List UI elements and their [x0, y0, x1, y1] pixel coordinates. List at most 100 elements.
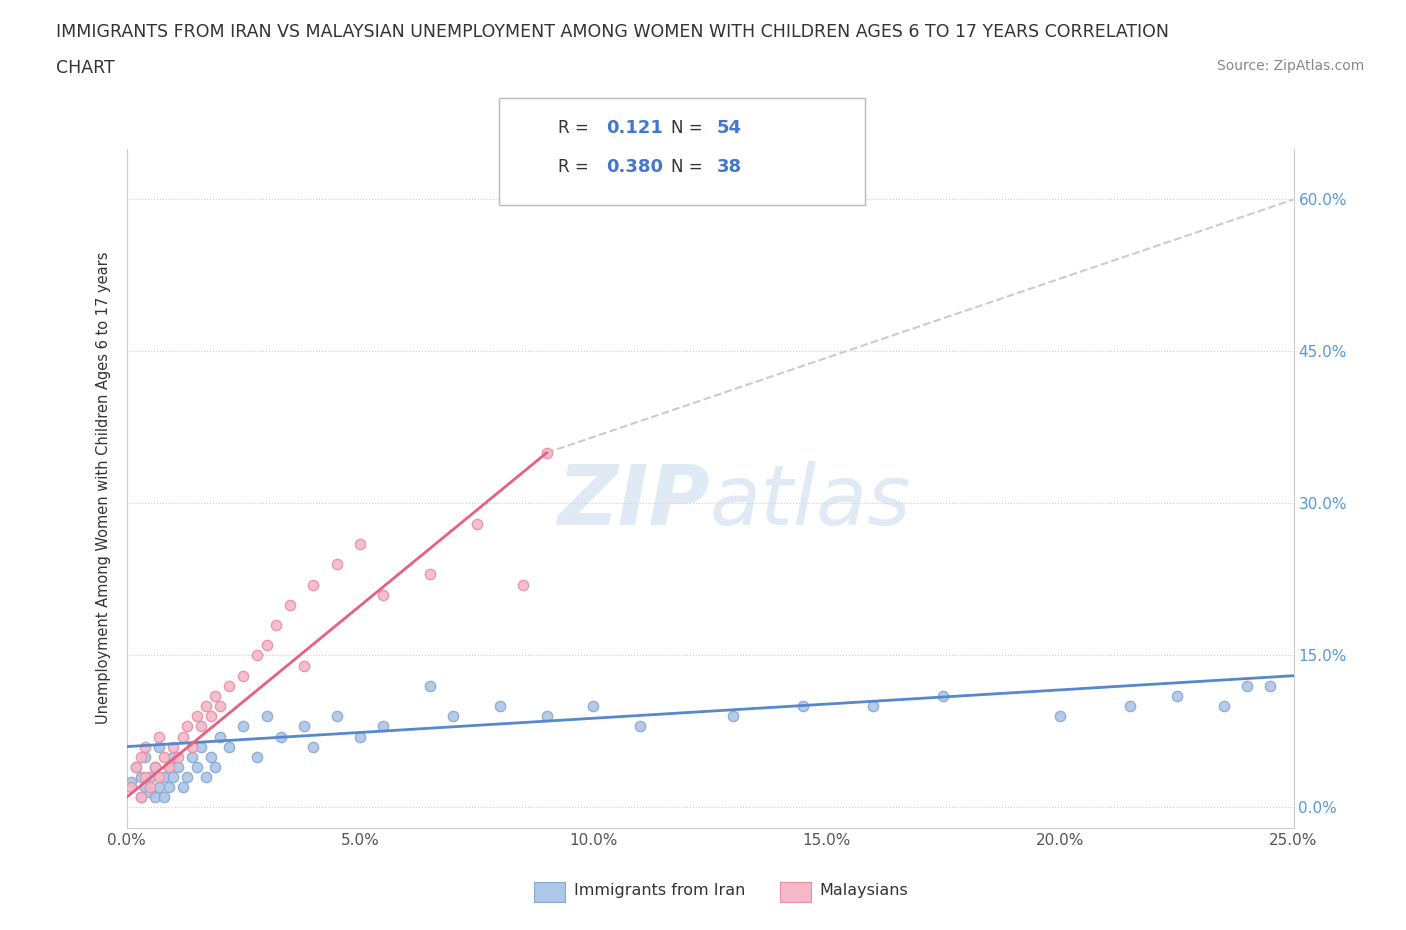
Point: [512, 578, 534, 592]
Point: [536, 445, 558, 460]
Point: [172, 779, 194, 794]
Point: [134, 750, 156, 764]
Point: [157, 779, 180, 794]
Point: [246, 750, 269, 764]
Point: [1166, 688, 1188, 703]
Point: [176, 719, 198, 734]
Point: [162, 739, 184, 754]
Point: [204, 688, 226, 703]
Point: [465, 516, 488, 531]
Point: [489, 698, 512, 713]
Point: [120, 775, 142, 790]
Point: [302, 739, 325, 754]
Point: [419, 567, 441, 582]
Point: [302, 578, 325, 592]
Point: [180, 739, 202, 754]
Point: [139, 785, 162, 800]
Point: [292, 658, 315, 673]
Point: [129, 790, 152, 804]
Y-axis label: Unemployment Among Women with Children Ages 6 to 17 years: Unemployment Among Women with Children A…: [96, 252, 111, 724]
Text: IMMIGRANTS FROM IRAN VS MALAYSIAN UNEMPLOYMENT AMONG WOMEN WITH CHILDREN AGES 6 : IMMIGRANTS FROM IRAN VS MALAYSIAN UNEMPL…: [56, 23, 1170, 41]
Point: [1119, 698, 1142, 713]
Point: [441, 709, 464, 724]
Point: [792, 698, 814, 713]
Point: [190, 739, 212, 754]
Point: [200, 709, 222, 724]
Point: [134, 770, 156, 785]
Point: [172, 729, 194, 744]
Point: [148, 770, 170, 785]
Text: Malaysians: Malaysians: [820, 884, 908, 898]
Point: [264, 618, 287, 632]
Text: CHART: CHART: [56, 59, 115, 76]
Point: [143, 790, 166, 804]
Point: [292, 719, 315, 734]
Text: 38: 38: [717, 158, 742, 177]
Point: [232, 669, 254, 684]
Point: [167, 760, 190, 775]
Point: [194, 698, 217, 713]
Point: [148, 739, 170, 754]
Point: [536, 709, 558, 724]
Point: [120, 779, 142, 794]
Point: [208, 729, 231, 744]
Point: [134, 779, 156, 794]
Point: [256, 709, 278, 724]
Point: [325, 709, 347, 724]
Point: [129, 770, 152, 785]
Point: [143, 760, 166, 775]
Text: Immigrants from Iran: Immigrants from Iran: [574, 884, 745, 898]
Point: [218, 739, 240, 754]
Text: atlas: atlas: [710, 461, 911, 542]
Text: ZIP: ZIP: [557, 461, 710, 542]
Point: [862, 698, 884, 713]
Point: [153, 750, 176, 764]
Text: Source: ZipAtlas.com: Source: ZipAtlas.com: [1216, 59, 1364, 73]
Point: [167, 750, 190, 764]
Point: [1258, 678, 1281, 693]
Point: [180, 750, 202, 764]
Point: [125, 760, 148, 775]
Point: [162, 750, 184, 764]
Point: [218, 678, 240, 693]
Text: R =: R =: [558, 119, 595, 138]
Point: [139, 779, 162, 794]
Point: [1049, 709, 1071, 724]
Point: [204, 760, 226, 775]
Point: [153, 790, 176, 804]
Point: [349, 729, 371, 744]
Point: [723, 709, 745, 724]
Point: [373, 587, 395, 602]
Point: [129, 750, 152, 764]
Point: [270, 729, 292, 744]
Text: N =: N =: [671, 158, 707, 177]
Point: [325, 557, 347, 572]
Point: [148, 729, 170, 744]
Point: [628, 719, 651, 734]
Point: [186, 709, 208, 724]
Point: [190, 719, 212, 734]
Text: 0.380: 0.380: [606, 158, 664, 177]
Point: [162, 770, 184, 785]
Point: [419, 678, 441, 693]
Point: [1236, 678, 1258, 693]
Point: [232, 719, 254, 734]
Point: [1212, 698, 1234, 713]
Point: [129, 790, 152, 804]
Point: [125, 760, 148, 775]
Point: [256, 638, 278, 653]
Text: N =: N =: [671, 119, 707, 138]
Point: [186, 760, 208, 775]
Point: [143, 760, 166, 775]
Point: [246, 648, 269, 663]
Point: [134, 739, 156, 754]
Point: [157, 760, 180, 775]
Point: [200, 750, 222, 764]
Point: [278, 597, 301, 612]
Point: [148, 779, 170, 794]
Point: [176, 770, 198, 785]
Text: 0.121: 0.121: [606, 119, 662, 138]
Point: [139, 770, 162, 785]
Point: [208, 698, 231, 713]
Point: [373, 719, 395, 734]
